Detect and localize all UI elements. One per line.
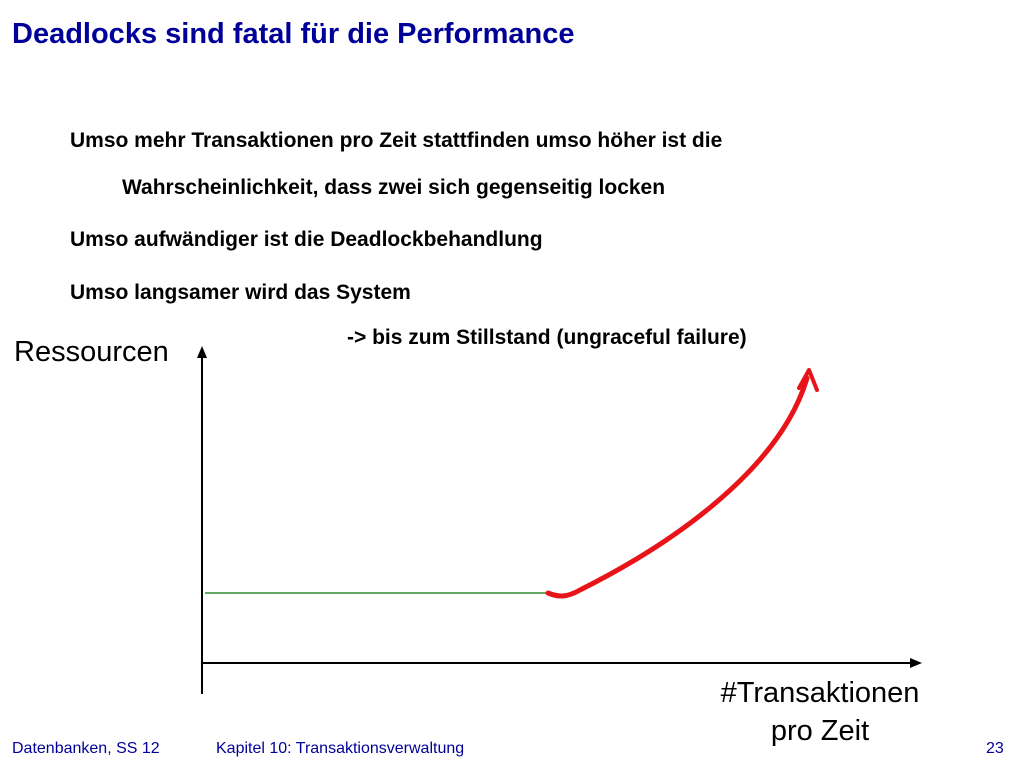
x-axis-arrowhead bbox=[910, 658, 922, 668]
footer-page-number: 23 bbox=[986, 740, 1004, 757]
y-axis-arrowhead bbox=[197, 346, 207, 358]
footer-course: Datenbanken, SS 12 bbox=[12, 740, 160, 757]
rising-resource-curve bbox=[545, 375, 810, 599]
bullet-1-line-2: Wahrscheinlichkeit, dass zwei sich gegen… bbox=[122, 176, 666, 199]
x-axis-label-line-1: #Transaktionen bbox=[720, 677, 920, 709]
bullet-3: Umso langsamer wird das System bbox=[70, 281, 411, 304]
footer-chapter: Kapitel 10: Transaktionsverwaltung bbox=[216, 740, 465, 757]
bullet-3-consequence: -> bis zum Stillstand (ungraceful failur… bbox=[347, 326, 747, 349]
slide-title: Deadlocks sind fatal für die Performance bbox=[12, 18, 575, 50]
rising-curve-arrowhead bbox=[797, 368, 819, 392]
bullet-1-line-1: Umso mehr Transaktionen pro Zeit stattfi… bbox=[70, 129, 723, 152]
bullet-2: Umso aufwändiger ist die Deadlockbehandl… bbox=[70, 228, 543, 251]
x-axis-label-line-2: pro Zeit bbox=[770, 715, 870, 747]
y-axis-label: Ressourcen bbox=[14, 336, 169, 368]
x-axis-label: #Transaktionen pro Zeit bbox=[700, 674, 940, 750]
